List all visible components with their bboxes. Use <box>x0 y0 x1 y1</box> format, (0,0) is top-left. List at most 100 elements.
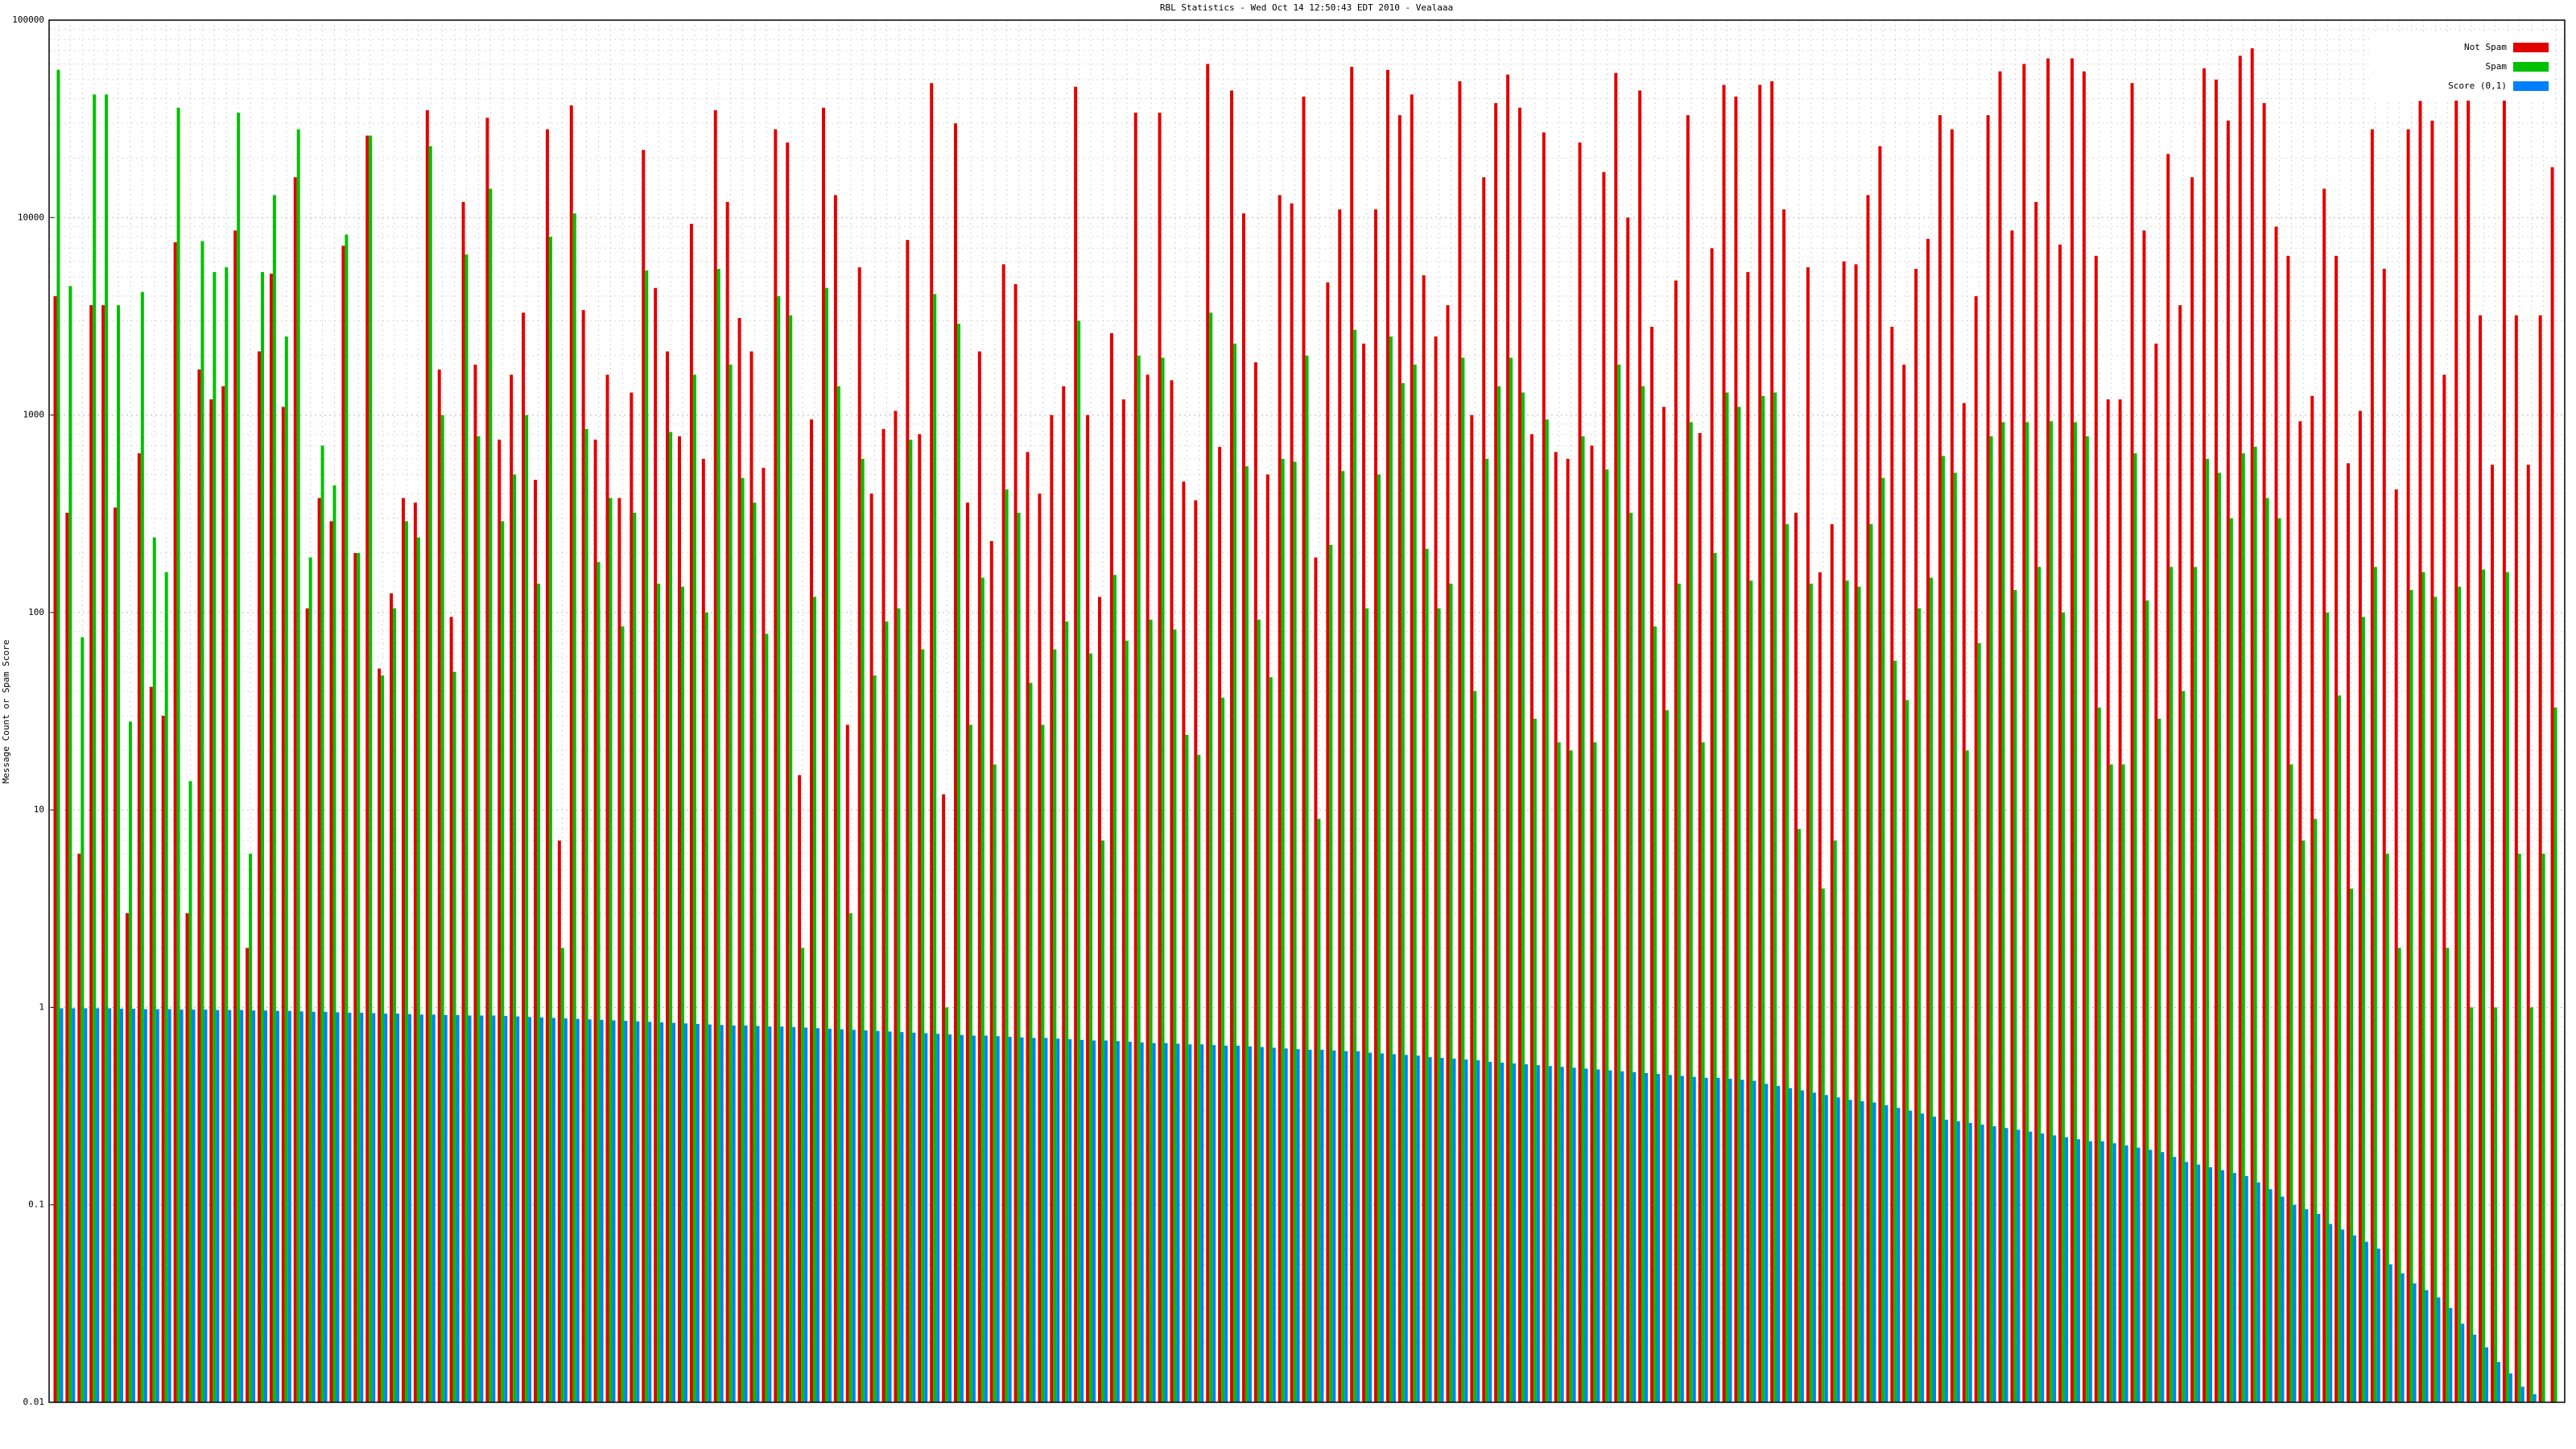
bar <box>2226 120 2230 1402</box>
bar <box>1221 697 1225 1402</box>
bar <box>1596 1069 1600 1402</box>
bar <box>873 675 877 1402</box>
bar <box>485 118 489 1402</box>
bar <box>1097 597 1101 1402</box>
bar <box>737 318 741 1403</box>
bar <box>365 135 369 1403</box>
bar <box>1869 524 1873 1402</box>
bar <box>2050 421 2054 1402</box>
bar <box>2244 1175 2248 1402</box>
bar <box>683 1023 687 1402</box>
bar <box>2293 1204 2297 1402</box>
bar <box>1662 407 1666 1402</box>
bar <box>804 1027 808 1402</box>
bar <box>2350 888 2353 1402</box>
bar <box>1686 115 1690 1402</box>
bar <box>477 436 481 1402</box>
bar <box>381 675 385 1402</box>
bar <box>1569 750 1573 1402</box>
bar <box>1701 742 1705 1402</box>
bar <box>1485 458 1489 1402</box>
bar <box>407 1013 411 1402</box>
bar <box>2076 1139 2080 1402</box>
bar <box>864 1030 868 1402</box>
bar <box>1494 103 1498 1402</box>
bar <box>2070 58 2074 1403</box>
bar <box>1065 621 1069 1402</box>
bar <box>1100 840 1104 1402</box>
bar <box>1152 1042 1156 1402</box>
bar <box>2062 612 2066 1402</box>
bar <box>645 270 649 1403</box>
bar <box>2454 94 2458 1402</box>
bar <box>1809 584 1813 1402</box>
bar <box>2241 453 2245 1402</box>
bar <box>930 83 934 1402</box>
bar <box>540 1017 543 1402</box>
bar <box>636 1021 640 1402</box>
bar <box>197 369 201 1402</box>
bar <box>2082 71 2086 1403</box>
bar <box>114 507 118 1403</box>
bar <box>801 947 805 1402</box>
bar <box>1572 1067 1576 1402</box>
bar <box>1128 1042 1132 1402</box>
bar <box>1885 1104 1889 1402</box>
bar <box>1146 374 1150 1403</box>
bar <box>1026 452 1030 1402</box>
legend-swatch <box>2513 81 2549 91</box>
bar <box>369 135 373 1403</box>
bar <box>1170 380 1174 1402</box>
bar <box>942 794 946 1402</box>
bar <box>1365 608 1369 1402</box>
bar <box>720 1025 724 1402</box>
bar <box>1320 1050 1324 1402</box>
bar <box>954 123 958 1403</box>
bar <box>2458 586 2462 1402</box>
bar <box>789 315 793 1403</box>
bar <box>510 374 514 1403</box>
bar <box>816 1028 819 1402</box>
bar <box>336 1012 340 1402</box>
bar <box>437 369 441 1402</box>
bar <box>2425 1290 2429 1402</box>
bar <box>1257 619 1261 1402</box>
bar <box>2305 1209 2309 1402</box>
bar <box>1133 112 1137 1403</box>
bar <box>1161 357 1165 1403</box>
bar <box>2550 167 2554 1402</box>
bar <box>1560 1067 1564 1402</box>
bar <box>725 201 729 1403</box>
bar <box>1933 1117 1936 1402</box>
bar <box>1812 1092 1816 1402</box>
bar <box>1797 828 1801 1402</box>
bar <box>263 1010 267 1402</box>
bar <box>305 608 309 1402</box>
bar <box>2529 1007 2533 1402</box>
bar <box>897 608 901 1402</box>
bar <box>2154 343 2158 1403</box>
bar <box>1385 69 1389 1403</box>
bar <box>537 584 541 1402</box>
bar <box>1074 86 1078 1402</box>
bar <box>1344 1051 1348 1402</box>
bar <box>1116 1041 1120 1402</box>
bar <box>1548 1066 1552 1402</box>
bar <box>464 254 469 1402</box>
legend-label: Spam <box>2486 61 2508 72</box>
bar <box>588 1019 592 1402</box>
bar <box>1164 1042 1168 1402</box>
bar <box>2520 1386 2524 1402</box>
bar <box>101 305 105 1402</box>
bar <box>444 1014 448 1402</box>
bar <box>2317 1213 2321 1402</box>
bar <box>1794 512 1798 1402</box>
bar <box>2209 1167 2213 1402</box>
bar <box>2385 853 2389 1402</box>
bar <box>881 428 886 1402</box>
bar <box>989 541 993 1402</box>
bar <box>2217 473 2221 1402</box>
bar <box>348 1013 352 1402</box>
bar <box>249 853 253 1402</box>
bar <box>1182 481 1186 1402</box>
